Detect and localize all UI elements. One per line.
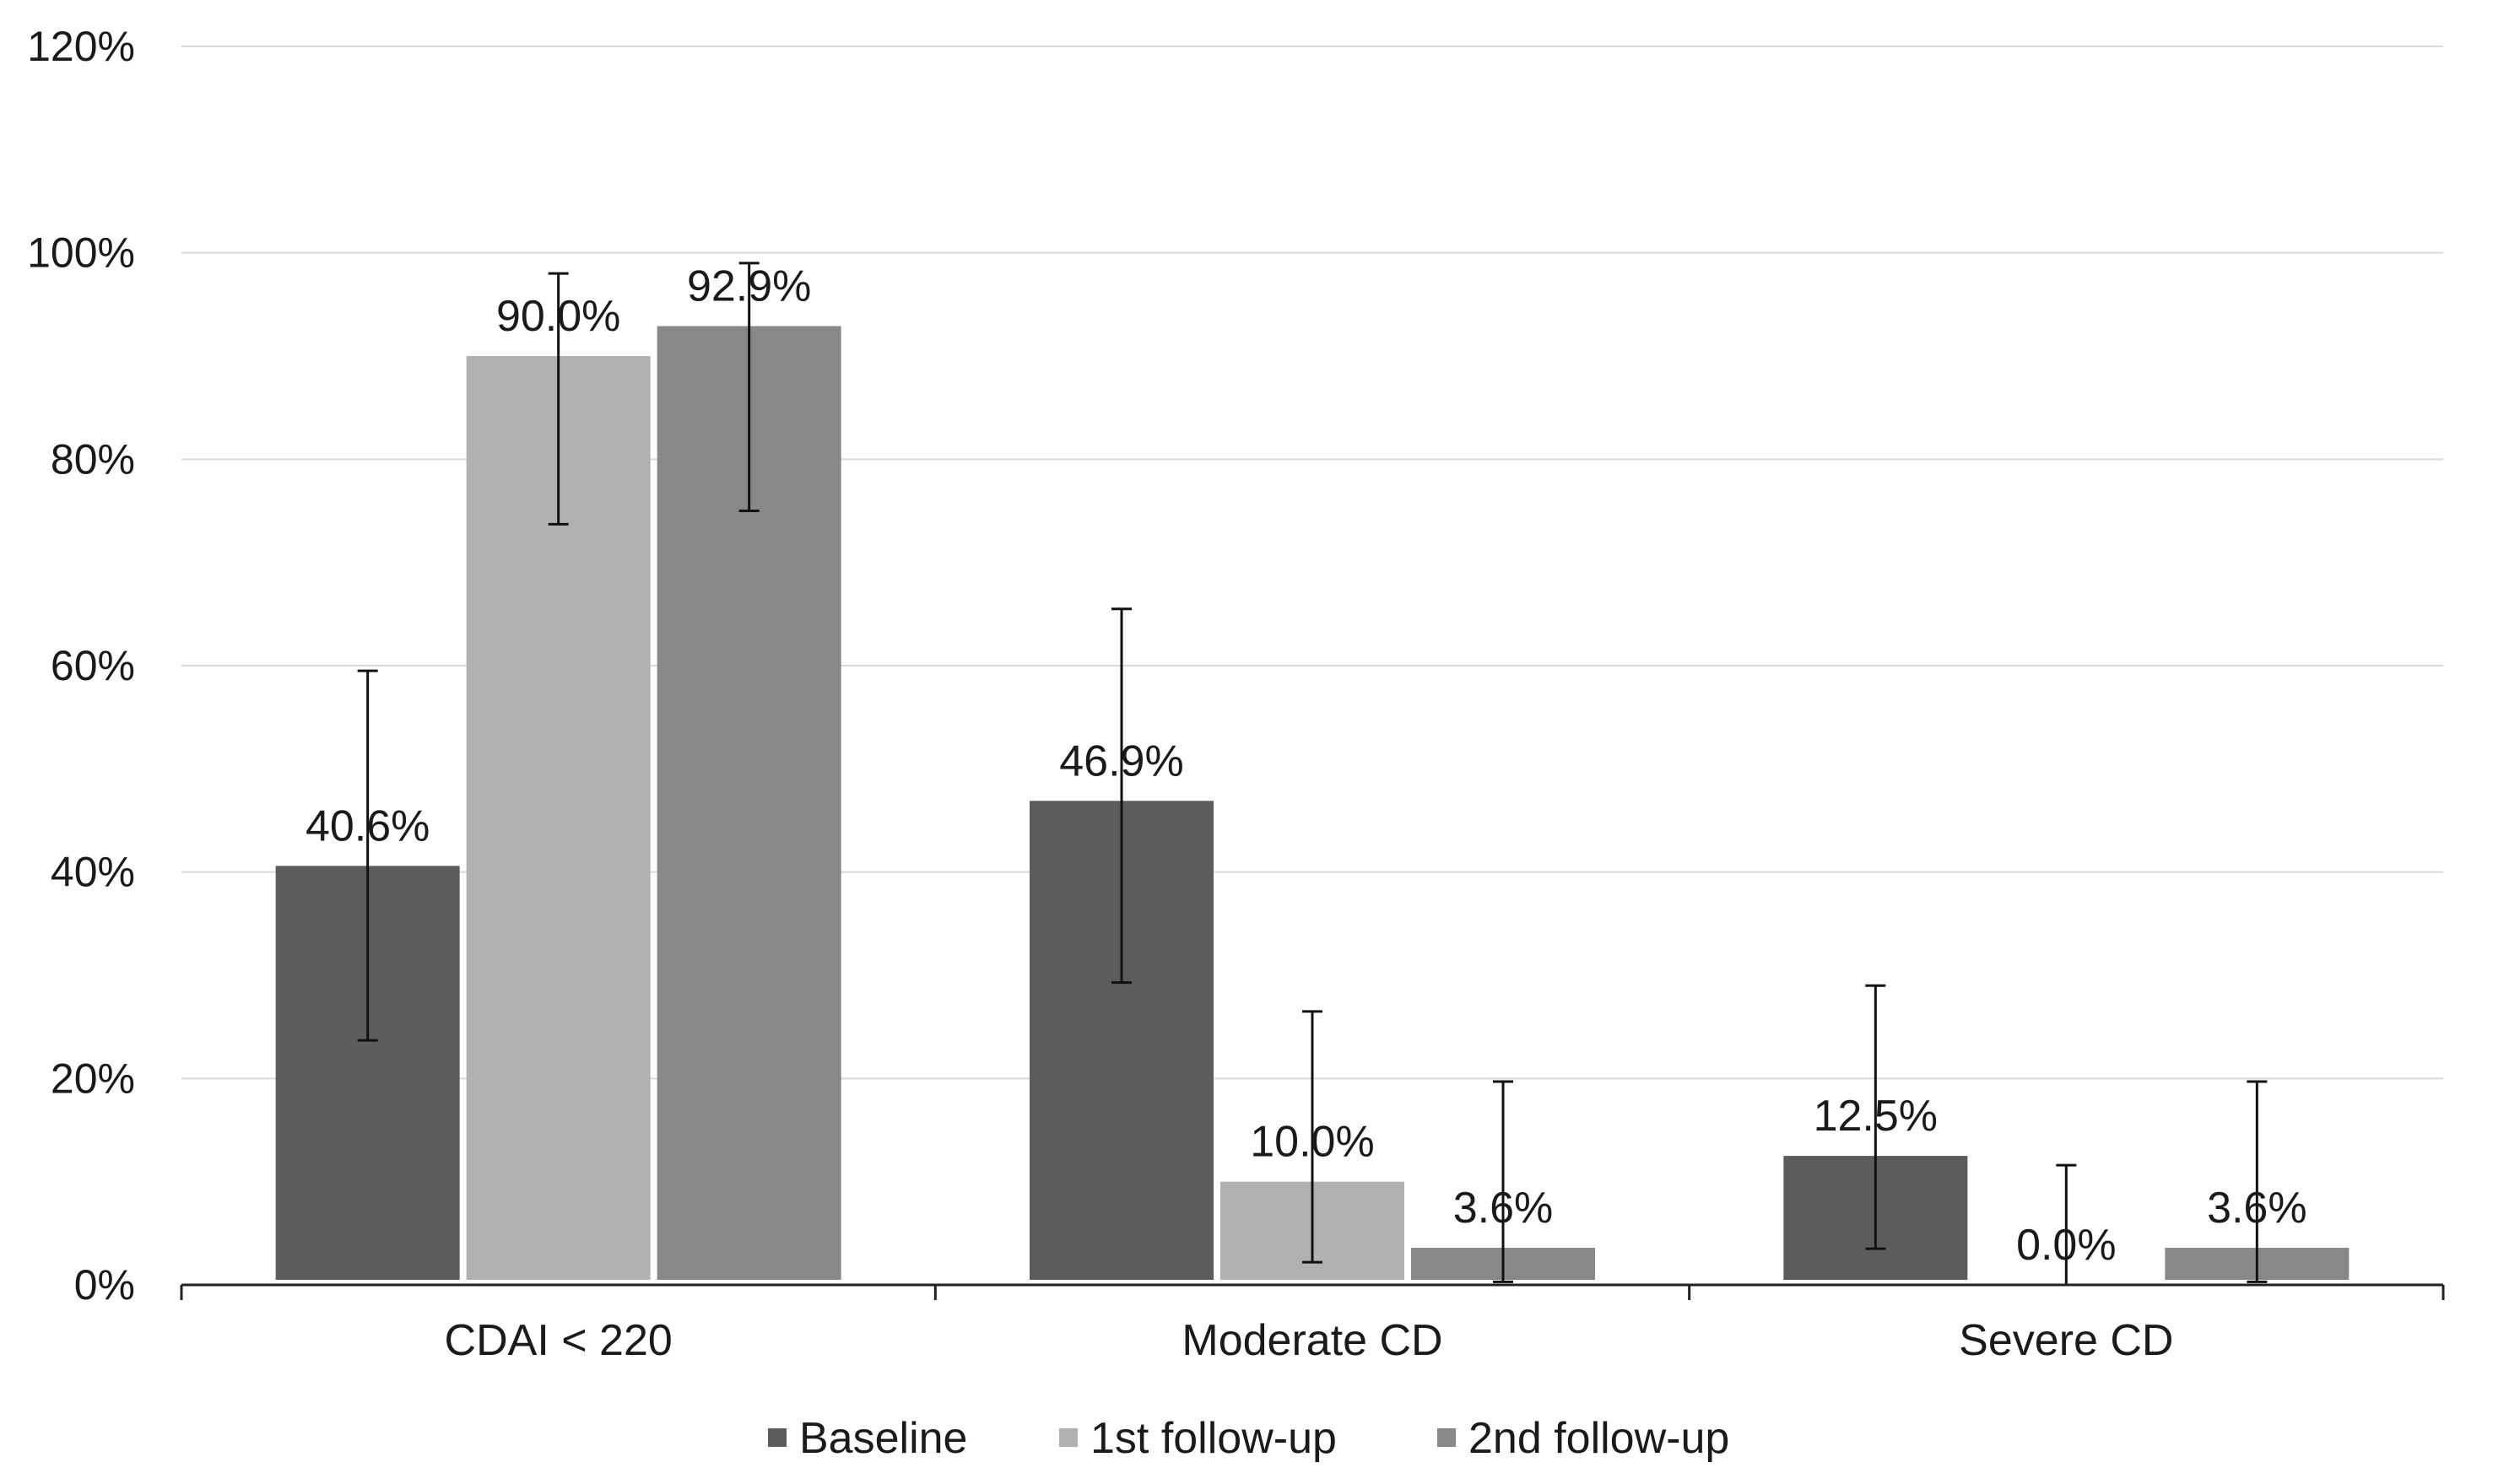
y-tick-label: 40% bbox=[51, 849, 135, 896]
data-label: 40.6% bbox=[306, 801, 430, 850]
data-label: 3.6% bbox=[1453, 1184, 1554, 1233]
data-label: 10.0% bbox=[1250, 1118, 1374, 1167]
data-labels: 40.6% 90.0% 92.9% 46.9% 10.0% 3.6% 12.5% 0.0% 3.… bbox=[306, 262, 2307, 1270]
x-axis: CDAI < 220 Moderate CD Severe CD bbox=[180, 1283, 2445, 1365]
legend-label: 1st follow-up bbox=[1090, 1414, 1337, 1463]
x-tick-label: Moderate CD bbox=[1182, 1316, 1442, 1365]
data-label: 46.9% bbox=[1059, 737, 1183, 785]
y-tick-label: 100% bbox=[27, 229, 135, 277]
data-label: 0.0% bbox=[2016, 1221, 2117, 1270]
legend-swatch bbox=[768, 1428, 787, 1447]
y-tick-label: 120% bbox=[27, 23, 135, 70]
error-bars bbox=[357, 262, 2268, 1287]
legend: Baseline 1st follow-up 2nd follow-up bbox=[768, 1414, 1729, 1463]
y-axis-ticks: 0% 20% 40% 60% 80% 100% 120% bbox=[27, 23, 135, 1309]
data-label: 90.0% bbox=[496, 292, 620, 341]
legend-swatch bbox=[1059, 1428, 1078, 1447]
y-tick-label: 0% bbox=[74, 1261, 135, 1309]
y-tick-label: 20% bbox=[51, 1055, 135, 1102]
y-tick-label: 60% bbox=[51, 642, 135, 689]
data-label: 92.9% bbox=[687, 262, 811, 311]
legend-swatch bbox=[1437, 1428, 1456, 1447]
x-tick-label: Severe CD bbox=[1959, 1316, 2173, 1365]
data-label: 3.6% bbox=[2207, 1184, 2307, 1233]
legend-label: Baseline bbox=[799, 1414, 967, 1463]
x-tick-label: CDAI < 220 bbox=[445, 1316, 673, 1365]
y-tick-label: 80% bbox=[51, 435, 135, 483]
data-label: 12.5% bbox=[1814, 1092, 1938, 1141]
legend-label: 2nd follow-up bbox=[1468, 1414, 1729, 1463]
